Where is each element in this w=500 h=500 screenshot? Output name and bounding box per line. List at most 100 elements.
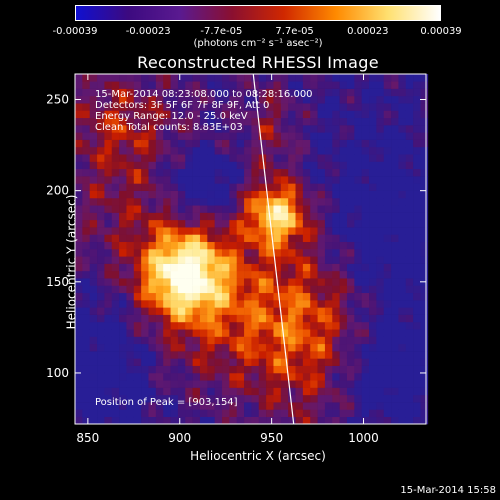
heatmap-cell (361, 321, 370, 330)
heatmap-cell (214, 394, 223, 403)
heatmap-cell (420, 197, 429, 206)
heatmap-cell (266, 321, 274, 330)
heatmap-cell (207, 74, 215, 82)
heatmap-cell (214, 132, 223, 140)
heatmap-cell (177, 146, 186, 155)
heatmap-cell (302, 358, 311, 366)
heatmap-cell (302, 205, 311, 213)
heatmap-cell (288, 285, 296, 294)
heatmap-cell (391, 270, 399, 279)
heatmap-cell (398, 307, 407, 315)
heatmap-cell (192, 292, 201, 301)
heatmap-cell (288, 263, 296, 272)
heatmap-cell (229, 168, 238, 177)
heatmap-cell (111, 307, 120, 315)
heatmap-cell (236, 365, 245, 374)
heatmap-cell (133, 81, 142, 89)
heatmap-cell (280, 212, 289, 221)
heatmap-cell (126, 146, 135, 155)
heatmap-cell (310, 197, 318, 206)
heatmap-cell (354, 132, 362, 140)
heatmap-cell (398, 88, 407, 97)
heatmap-cell (126, 125, 135, 133)
heatmap-cell (155, 95, 164, 104)
heatmap-cell (199, 270, 208, 279)
heatmap-cell (185, 139, 193, 148)
heatmap-cell (133, 241, 142, 250)
heatmap-cell (361, 307, 370, 315)
heatmap-cell (317, 117, 326, 126)
heatmap-cell (214, 88, 223, 97)
heatmap-cell (177, 351, 186, 359)
heatmap-cell (236, 227, 245, 235)
heatmap-cell (89, 270, 98, 279)
heatmap-cell (244, 205, 252, 213)
heatmap-cell (133, 125, 142, 133)
heatmap-cell (302, 110, 311, 119)
heatmap-cell (133, 300, 142, 308)
heatmap-cell (170, 285, 179, 294)
heatmap-cell (126, 205, 135, 213)
heatmap-cell (383, 402, 392, 410)
heatmap-cell (376, 176, 385, 184)
heatmap-cell (244, 256, 252, 264)
heatmap-cell (214, 168, 223, 177)
heatmap-cell (163, 95, 171, 104)
heatmap-cell (310, 227, 318, 235)
heatmap-cell (111, 161, 120, 170)
heatmap-cell (192, 168, 201, 177)
heatmap-cell (332, 88, 340, 97)
heatmap-cell (251, 117, 260, 126)
heatmap-cell (207, 270, 215, 279)
heatmap-cell (229, 263, 238, 272)
heatmap-cell (346, 365, 355, 374)
heatmap-cell (177, 343, 186, 352)
heatmap-cell (214, 365, 223, 374)
heatmap-cell (361, 146, 370, 155)
heatmap-cell (302, 314, 311, 323)
heatmap-cell (273, 183, 282, 191)
heatmap-cell (75, 146, 83, 155)
heatmap-cell (295, 292, 304, 301)
heatmap-cell (383, 81, 392, 89)
heatmap-cell (266, 351, 274, 359)
heatmap-cell (413, 74, 421, 82)
heatmap-cell (111, 256, 120, 264)
heatmap-cell (236, 88, 245, 97)
heatmap-cell (104, 409, 113, 418)
heatmap-cell (148, 168, 157, 177)
heatmap-cell (251, 263, 260, 272)
heatmap-cell (229, 285, 238, 294)
heatmap-cell (111, 365, 120, 374)
heatmap-cell (302, 336, 311, 345)
heatmap-cell (141, 125, 149, 133)
heatmap-cell (163, 227, 171, 235)
heatmap-cell (405, 176, 414, 184)
heatmap-cell (332, 307, 340, 315)
heatmap-cell (155, 183, 164, 191)
heatmap-cell (339, 197, 348, 206)
heatmap-cell (251, 394, 260, 403)
heatmap-cell (148, 95, 157, 104)
heatmap-cell (148, 329, 157, 337)
heatmap-cell (346, 139, 355, 148)
heatmap-cell (185, 154, 193, 162)
heatmap-cell (339, 336, 348, 345)
heatmap-cell (126, 219, 135, 228)
heatmap-cell (141, 183, 149, 191)
heatmap-cell (236, 176, 245, 184)
heatmap-cell (369, 176, 377, 184)
heatmap-cell (258, 402, 267, 410)
heatmap-cell (141, 212, 149, 221)
heatmap-cell (185, 161, 193, 170)
heatmap-cell (317, 88, 326, 97)
heatmap-cell (214, 183, 223, 191)
heatmap-cell (207, 256, 215, 264)
heatmap-cell (361, 241, 370, 250)
heatmap-cell (317, 197, 326, 206)
heatmap-cell (89, 402, 98, 410)
heatmap-cell (413, 154, 421, 162)
heatmap-cell (75, 336, 83, 345)
heatmap-cell (222, 380, 230, 388)
heatmap-cell (251, 241, 260, 250)
